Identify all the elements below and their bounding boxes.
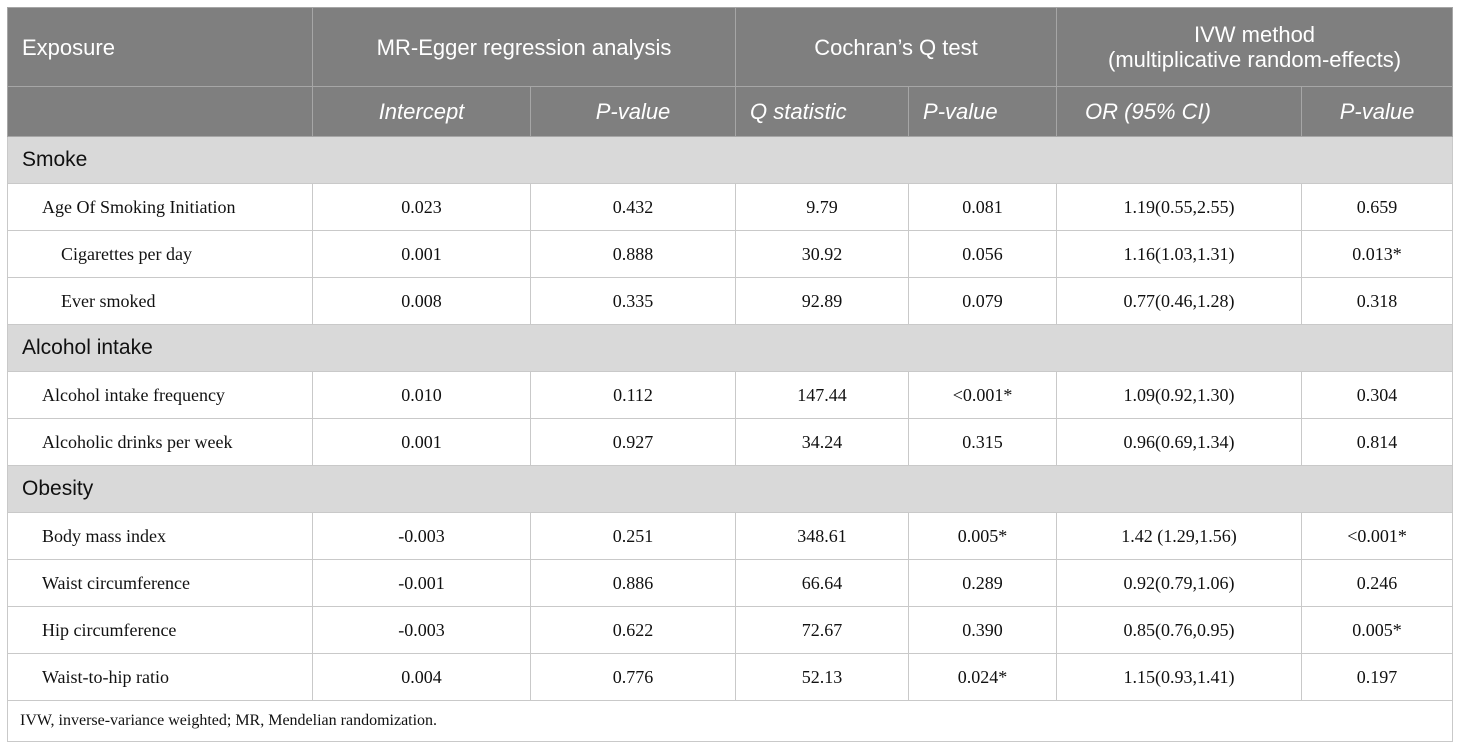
header-row-2: Intercept P-value Q statistic P-value OR… — [7, 86, 1454, 137]
header-ivw: IVW method (multiplicative random-effect… — [1056, 7, 1454, 87]
group-label: Obesity — [6, 465, 1454, 513]
egger-p-cell: 0.112 — [529, 371, 737, 419]
table-row: Hip circumference -0.003 0.622 72.67 0.390 0.… — [7, 606, 1454, 654]
q-statistic-cell: 52.13 — [735, 653, 910, 701]
egger-p-cell: 0.432 — [529, 183, 737, 231]
ivw-p-cell: 0.814 — [1301, 418, 1454, 466]
egger-p-cell: 0.776 — [529, 653, 737, 701]
results-table-container: Exposure MR-Egger regression analysis Co… — [6, 7, 1454, 742]
header-mr-egger: MR-Egger regression analysis — [311, 7, 737, 87]
egger-p-cell: 0.888 — [529, 230, 737, 278]
or-ci-cell: 0.77(0.46,1.28) — [1056, 277, 1303, 325]
q-statistic-cell: 72.67 — [735, 606, 910, 654]
q-p-cell: 0.081 — [908, 183, 1058, 231]
q-statistic-cell: 34.24 — [735, 418, 910, 466]
q-statistic-cell: 30.92 — [735, 230, 910, 278]
q-p-cell: 0.390 — [908, 606, 1058, 654]
or-ci-cell: 1.19(0.55,2.55) — [1056, 183, 1303, 231]
exposure-cell: Age Of Smoking Initiation — [7, 183, 313, 231]
q-p-cell: 0.056 — [908, 230, 1058, 278]
or-ci-cell: 0.85(0.76,0.95) — [1056, 606, 1303, 654]
group-label: Alcohol intake — [6, 324, 1454, 372]
table-row: Ever smoked 0.008 0.335 92.89 0.079 0.77(0.46… — [7, 277, 1454, 325]
exposure-cell: Waist-to-hip ratio — [7, 653, 313, 701]
or-ci-cell: 1.09(0.92,1.30) — [1056, 371, 1303, 419]
q-statistic-cell: 348.61 — [735, 512, 910, 560]
intercept-cell: -0.003 — [312, 606, 531, 654]
ivw-p-cell: 0.005* — [1301, 606, 1454, 654]
mr-results-table: Exposure MR-Egger regression analysis Co… — [6, 7, 1454, 742]
table-row: Waist circumference -0.001 0.886 66.64 0.289… — [7, 559, 1454, 607]
table-row: Alcoholic drinks per week 0.001 0.927 34.24… — [7, 418, 1454, 466]
group-row: Obesity — [6, 465, 1454, 513]
or-ci-cell: 1.16(1.03,1.31) — [1056, 230, 1303, 278]
header-exposure: Exposure — [7, 7, 313, 87]
intercept-cell: 0.001 — [312, 418, 531, 466]
exposure-cell: Ever smoked — [7, 277, 313, 325]
q-p-cell: 0.024* — [908, 653, 1058, 701]
exposure-cell: Cigarettes per day — [7, 230, 313, 278]
ivw-p-cell: 0.318 — [1301, 277, 1454, 325]
q-statistic-cell: 9.79 — [735, 183, 910, 231]
or-ci-cell: 0.92(0.79,1.06) — [1056, 559, 1303, 607]
q-p-cell: <0.001* — [908, 371, 1058, 419]
or-ci-cell: 1.42 (1.29,1.56) — [1056, 512, 1303, 560]
header-ivw-line1: IVW method — [1194, 22, 1316, 47]
exposure-cell: Waist circumference — [7, 559, 313, 607]
or-ci-cell: 1.15(0.93,1.41) — [1056, 653, 1303, 701]
group-label: Smoke — [6, 136, 1454, 184]
q-statistic-cell: 92.89 — [735, 277, 910, 325]
egger-p-cell: 0.622 — [529, 606, 737, 654]
header-cochran: Cochran’s Q test — [735, 7, 1058, 87]
header-intercept: Intercept — [312, 86, 531, 137]
exposure-cell: Body mass index — [7, 512, 313, 560]
ivw-p-cell: 0.659 — [1301, 183, 1454, 231]
ivw-p-cell: <0.001* — [1301, 512, 1454, 560]
intercept-cell: 0.004 — [312, 653, 531, 701]
table-row: Age Of Smoking Initiation 0.023 0.432 9.79 0… — [7, 183, 1454, 231]
intercept-cell: 0.010 — [312, 371, 531, 419]
ivw-p-cell: 0.197 — [1301, 653, 1454, 701]
exposure-cell: Hip circumference — [7, 606, 313, 654]
egger-p-cell: 0.251 — [529, 512, 737, 560]
header-egger-p: P-value — [529, 86, 737, 137]
egger-p-cell: 0.335 — [529, 277, 737, 325]
q-p-cell: 0.315 — [908, 418, 1058, 466]
header-row-1: Exposure MR-Egger regression analysis Co… — [7, 7, 1454, 87]
header-q-p: P-value — [908, 86, 1058, 137]
table-row: Body mass index -0.003 0.251 348.61 0.005* 1.… — [7, 512, 1454, 560]
group-row: Smoke — [6, 136, 1454, 184]
exposure-cell: Alcoholic drinks per week — [7, 418, 313, 466]
header-q-statistic: Q statistic — [735, 86, 910, 137]
intercept-cell: -0.003 — [312, 512, 531, 560]
q-statistic-cell: 66.64 — [735, 559, 910, 607]
table-row: Waist-to-hip ratio 0.004 0.776 52.13 0.024* 1… — [7, 653, 1454, 701]
intercept-cell: -0.001 — [312, 559, 531, 607]
egger-p-cell: 0.886 — [529, 559, 737, 607]
header-blank — [7, 86, 313, 137]
or-ci-cell: 0.96(0.69,1.34) — [1056, 418, 1303, 466]
ivw-p-cell: 0.304 — [1301, 371, 1454, 419]
footnote-row: IVW, inverse-variance weighted; MR, Mend… — [6, 700, 1454, 742]
table-row: Alcohol intake frequency 0.010 0.112 147.44… — [7, 371, 1454, 419]
egger-p-cell: 0.927 — [529, 418, 737, 466]
q-p-cell: 0.289 — [908, 559, 1058, 607]
footnote: IVW, inverse-variance weighted; MR, Mend… — [6, 700, 1454, 742]
group-row: Alcohol intake — [6, 324, 1454, 372]
q-p-cell: 0.079 — [908, 277, 1058, 325]
q-statistic-cell: 147.44 — [735, 371, 910, 419]
table-row: Cigarettes per day 0.001 0.888 30.92 0.056 1.… — [7, 230, 1454, 278]
header-ivw-line2: (multiplicative random-effects) — [1108, 47, 1402, 72]
header-ivw-p: P-value — [1301, 86, 1454, 137]
header-or-ci: OR (95% CI) — [1056, 86, 1303, 137]
ivw-p-cell: 0.013* — [1301, 230, 1454, 278]
ivw-p-cell: 0.246 — [1301, 559, 1454, 607]
exposure-cell: Alcohol intake frequency — [7, 371, 313, 419]
intercept-cell: 0.008 — [312, 277, 531, 325]
intercept-cell: 0.023 — [312, 183, 531, 231]
table-body: Smoke Age Of Smoking Initiation 0.023 0.432… — [6, 136, 1454, 742]
intercept-cell: 0.001 — [312, 230, 531, 278]
q-p-cell: 0.005* — [908, 512, 1058, 560]
